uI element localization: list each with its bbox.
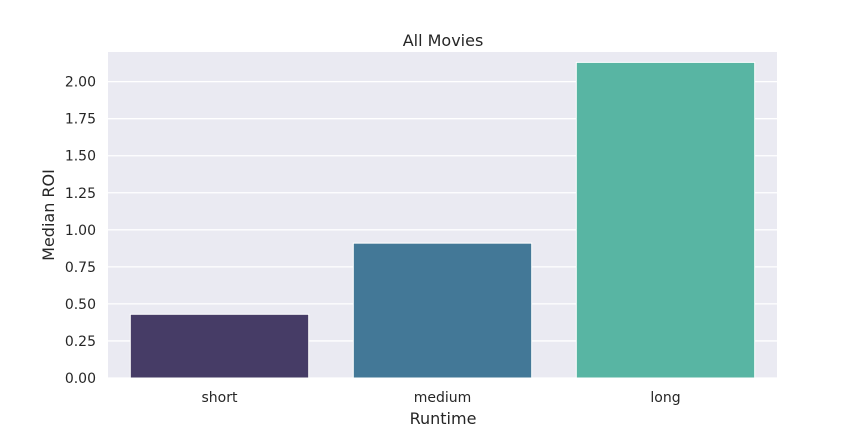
x-axis-ticks: short medium long: [202, 390, 681, 406]
y-tick-label: 1.00: [65, 223, 96, 239]
y-tick-label: 0.25: [65, 334, 96, 350]
y-tick-label: 1.25: [65, 186, 96, 202]
bars: [129, 61, 756, 379]
x-tick-label: medium: [414, 390, 472, 406]
x-axis-label: Runtime: [410, 409, 477, 428]
bar-medium: [352, 242, 533, 379]
y-axis-ticks: 0.00 0.25 0.50 0.75 1.00 1.25 1.50 1.75 2.00: [65, 75, 96, 387]
y-tick-label: 2.00: [65, 75, 96, 91]
x-tick-label: short: [202, 390, 238, 406]
bar-short: [129, 313, 310, 379]
y-tick-label: 1.50: [65, 149, 96, 165]
y-tick-label: 0.50: [65, 297, 96, 313]
y-axis-label: Median ROI: [39, 169, 58, 261]
y-tick-label: 0.75: [65, 260, 96, 276]
chart-title: All Movies: [403, 31, 484, 50]
x-tick-label: long: [650, 390, 680, 406]
bar-long: [575, 61, 756, 379]
y-tick-label: 1.75: [65, 112, 96, 128]
y-tick-label: 0.00: [65, 371, 96, 387]
